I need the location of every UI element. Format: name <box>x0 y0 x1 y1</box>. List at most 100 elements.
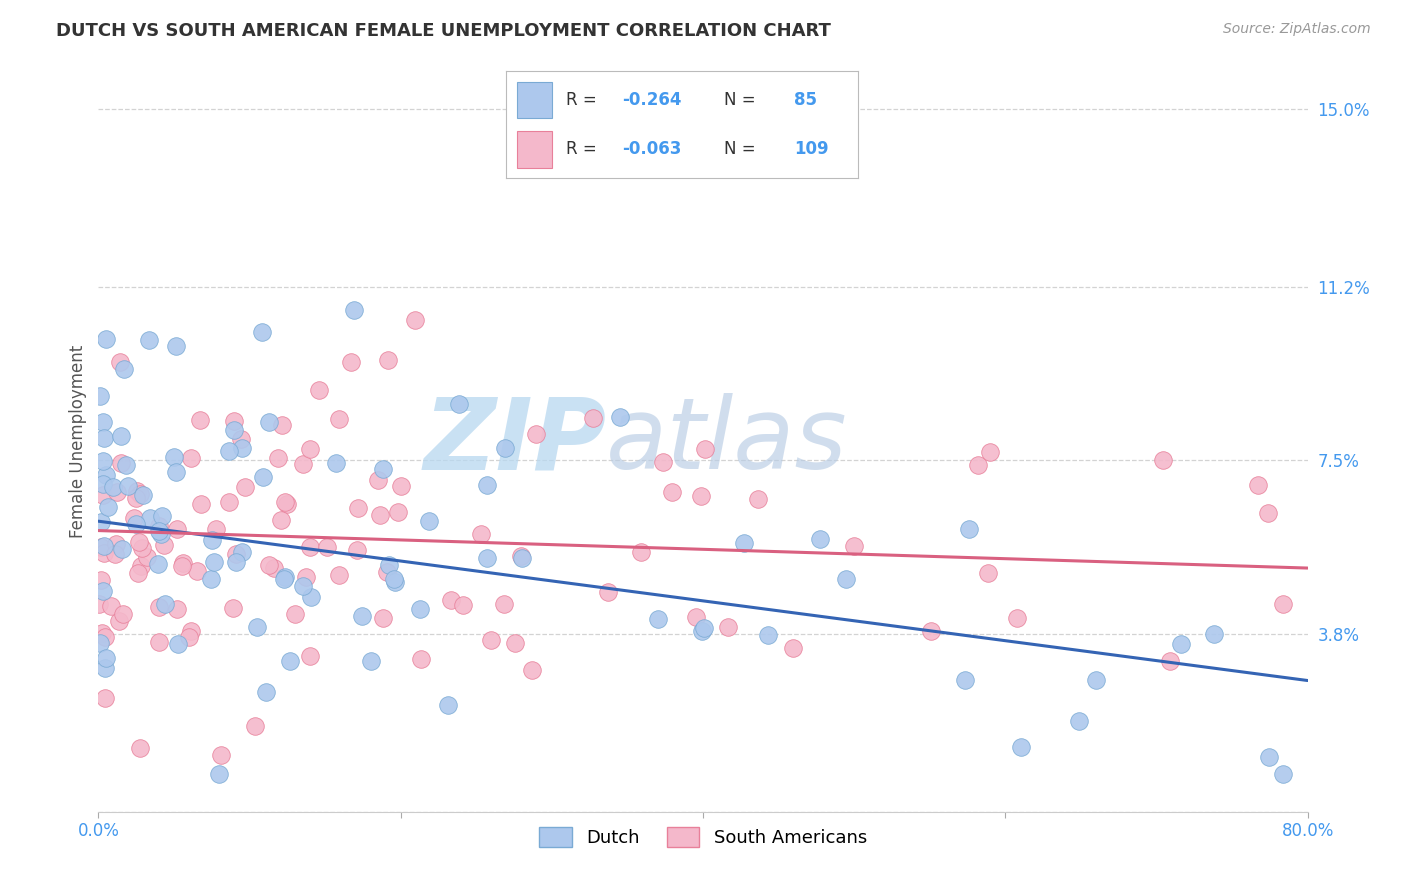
Point <box>231 545 253 559</box>
Point <box>267 451 290 466</box>
Point <box>274 495 297 509</box>
Point <box>451 599 474 613</box>
Point <box>979 445 1001 459</box>
Point <box>747 492 769 507</box>
Point <box>104 547 127 561</box>
Legend: Dutch, South Americans: Dutch, South Americans <box>531 820 875 855</box>
Point <box>150 509 173 524</box>
Point <box>470 526 492 541</box>
Point <box>582 411 605 425</box>
Point <box>810 532 832 546</box>
Text: Source: ZipAtlas.com: Source: ZipAtlas.com <box>1223 22 1371 37</box>
Point <box>384 574 406 589</box>
Point <box>368 508 391 522</box>
Text: atlas: atlas <box>606 393 848 490</box>
Point <box>920 624 942 638</box>
Point <box>225 547 247 561</box>
Point <box>110 429 132 443</box>
Point <box>437 698 460 712</box>
Point <box>112 362 135 376</box>
Point <box>284 607 307 621</box>
Point <box>1153 453 1175 467</box>
Point <box>411 652 433 666</box>
Point <box>651 455 673 469</box>
Point <box>418 514 440 528</box>
Point <box>127 483 149 498</box>
Point <box>373 462 395 476</box>
Point <box>129 558 152 573</box>
Point <box>91 415 114 429</box>
Point <box>524 427 547 442</box>
Point <box>756 628 779 642</box>
Point <box>299 590 322 604</box>
Point <box>94 651 117 665</box>
Point <box>148 634 170 648</box>
Point <box>201 533 224 548</box>
Text: 109: 109 <box>794 141 830 159</box>
Point <box>114 458 136 472</box>
Point <box>367 473 389 487</box>
Point <box>90 625 112 640</box>
Point <box>270 513 292 527</box>
Point <box>90 540 112 554</box>
Point <box>477 551 499 566</box>
Point <box>150 526 173 541</box>
Point <box>957 522 980 536</box>
Point <box>377 353 399 368</box>
Point <box>108 354 131 368</box>
Point <box>124 511 146 525</box>
Point <box>139 510 162 524</box>
Point <box>170 558 193 573</box>
Point <box>148 600 170 615</box>
Point <box>93 431 115 445</box>
Point <box>231 432 253 446</box>
Point <box>510 549 533 563</box>
Point <box>647 612 669 626</box>
Point <box>90 515 112 529</box>
Point <box>246 619 269 633</box>
Point <box>131 541 153 555</box>
Point <box>325 456 347 470</box>
FancyBboxPatch shape <box>517 131 551 168</box>
Point <box>716 620 738 634</box>
Point <box>93 477 115 491</box>
Point <box>96 331 118 345</box>
Point <box>91 488 114 502</box>
Point <box>93 454 115 468</box>
Point <box>387 505 409 519</box>
Point <box>94 630 117 644</box>
Point <box>94 661 117 675</box>
Point <box>685 610 707 624</box>
Point <box>87 597 110 611</box>
Point <box>93 539 115 553</box>
Point <box>520 663 543 677</box>
Point <box>404 313 426 327</box>
Y-axis label: Female Unemployment: Female Unemployment <box>69 345 87 538</box>
Point <box>254 685 277 699</box>
Point <box>200 572 222 586</box>
Point <box>298 442 321 456</box>
Point <box>165 339 187 353</box>
Point <box>172 556 194 570</box>
Point <box>690 624 713 639</box>
Point <box>129 740 152 755</box>
Point <box>439 592 461 607</box>
Point <box>222 600 245 615</box>
Point <box>274 570 297 584</box>
Point <box>100 599 122 613</box>
Point <box>89 389 111 403</box>
Text: N =: N = <box>724 91 755 109</box>
Point <box>967 458 990 472</box>
Point <box>132 488 155 502</box>
Point <box>186 564 208 578</box>
Point <box>166 522 188 536</box>
Point <box>111 541 134 556</box>
Point <box>129 487 152 501</box>
Point <box>167 637 190 651</box>
Point <box>205 522 228 536</box>
Point <box>1271 767 1294 781</box>
Point <box>1005 610 1028 624</box>
Point <box>492 597 515 611</box>
Point <box>842 539 865 553</box>
Point <box>693 621 716 635</box>
